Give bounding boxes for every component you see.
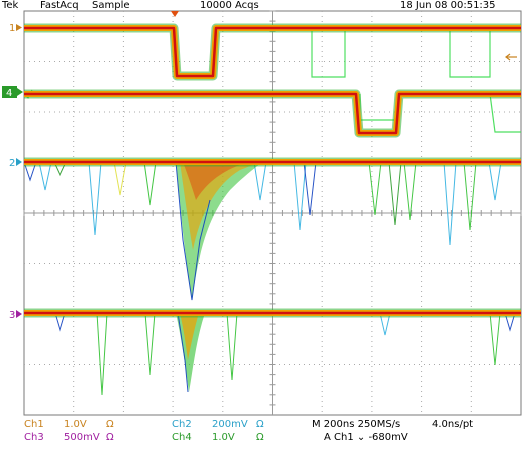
ch4-marker-label: 4: [6, 88, 12, 99]
ch3-ground-marker[interactable]: 3: [9, 310, 22, 321]
brand-label: Tek: [2, 0, 19, 11]
ch2-marker-label: 2: [9, 158, 15, 169]
acquisition-count: 10000 Acqs: [200, 0, 259, 11]
ch3-readout-label[interactable]: Ch3: [24, 432, 44, 443]
ch3-marker-label: 3: [9, 310, 15, 321]
acquisition-type[interactable]: FastAcq: [40, 0, 79, 11]
ch4-readout-label[interactable]: Ch4: [172, 432, 192, 443]
ch3-scale[interactable]: 500mV: [64, 432, 100, 443]
graticule-grid: [23, 10, 522, 415]
resolution-readout: 4.0ns/pt: [432, 419, 474, 430]
date-time: 18 Jun 08 00:51:35: [400, 0, 496, 11]
timebase-readout[interactable]: M 200ns 250MS/s: [312, 419, 401, 430]
ch2-coupling: Ω: [256, 419, 264, 430]
waveform-traces: [23, 23, 521, 396]
trigger-position-marker[interactable]: [171, 11, 179, 17]
ch1-coupling: Ω: [106, 419, 114, 430]
ch2-scale[interactable]: 200mV: [212, 419, 248, 430]
ch4-scale[interactable]: 1.0V: [212, 432, 235, 443]
ch1-ground-marker[interactable]: 1: [9, 23, 22, 34]
ch4-ground-marker[interactable]: 4: [2, 86, 23, 99]
ch2-readout-label[interactable]: Ch2: [172, 419, 192, 430]
ch4-coupling: Ω: [256, 432, 264, 443]
ch1-scale[interactable]: 1.0V: [64, 419, 87, 430]
trigger-level-arrow[interactable]: [505, 53, 517, 61]
acquisition-mode[interactable]: Sample: [92, 0, 130, 11]
ch3-coupling: Ω: [106, 432, 114, 443]
ch1-readout-label[interactable]: Ch1: [24, 419, 44, 430]
trigger-readout[interactable]: A Ch1 ⌄ -680mV: [324, 432, 408, 443]
ch1-marker-label: 1: [9, 23, 15, 34]
ch2-ground-marker[interactable]: 2: [9, 158, 22, 169]
